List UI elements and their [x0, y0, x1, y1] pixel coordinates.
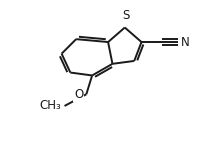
Text: CH₃: CH₃: [40, 99, 62, 112]
Text: O: O: [74, 88, 83, 101]
Text: N: N: [181, 36, 189, 49]
Text: S: S: [123, 9, 130, 22]
